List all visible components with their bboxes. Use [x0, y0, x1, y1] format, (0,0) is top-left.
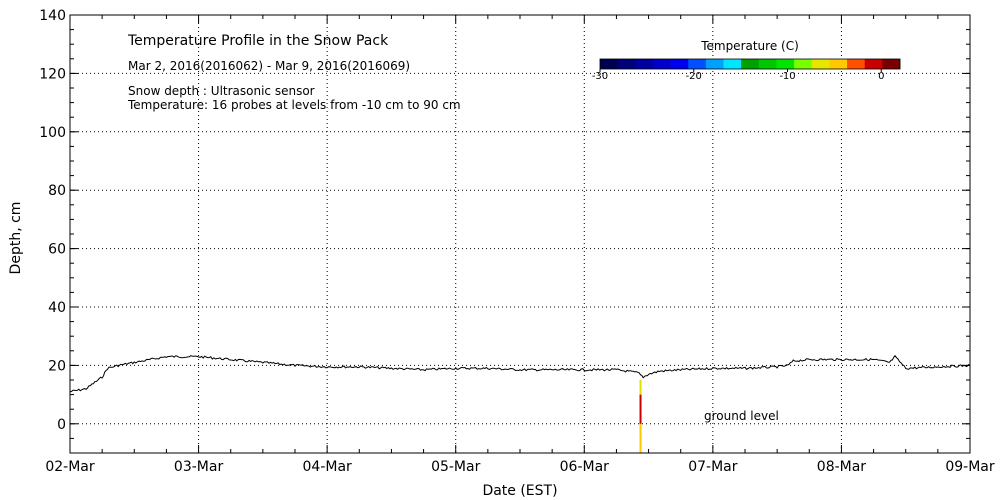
- x-tick-label: 03-Mar: [174, 459, 224, 475]
- colorbar-swatch: [741, 59, 760, 69]
- colorbar-swatch: [758, 59, 777, 69]
- note-temperature: Temperature: 16 probes at levels from -1…: [127, 98, 461, 112]
- y-tick-label: 20: [48, 358, 66, 374]
- colorbar-swatch: [794, 59, 813, 69]
- x-tick-label: 04-Mar: [303, 459, 353, 475]
- note-snow-depth: Snow depth : Ultrasonic sensor: [128, 84, 315, 98]
- colorbar-swatch: [847, 59, 866, 69]
- colorbar-title: Temperature (C): [700, 39, 799, 53]
- colorbar-swatch: [635, 59, 654, 69]
- colorbar-tick-label: -10: [779, 71, 795, 82]
- temperature-segment: [639, 380, 642, 395]
- colorbar-swatch: [688, 59, 707, 69]
- x-axis-label: Date (EST): [482, 483, 557, 499]
- chart-subtitle: Mar 2, 2016(2016062) - Mar 9, 2016(20160…: [128, 59, 410, 73]
- colorbar-swatch: [882, 59, 901, 69]
- y-tick-label: 40: [48, 300, 66, 316]
- colorbar-swatch: [811, 59, 830, 69]
- colorbar-swatch: [652, 59, 671, 69]
- y-tick-label: 60: [48, 242, 66, 258]
- y-tick-label: 120: [39, 66, 66, 82]
- y-axis-label: Depth, cm: [8, 202, 24, 275]
- temperature-segment: [639, 394, 642, 424]
- colorbar-swatch: [617, 59, 636, 69]
- x-tick-label: 02-Mar: [45, 459, 95, 475]
- x-tick-label: 05-Mar: [431, 459, 481, 475]
- colorbar-swatch: [776, 59, 795, 69]
- series-group: [69, 354, 971, 393]
- colorbar-swatch: [723, 59, 742, 69]
- colorbar-tick-label: -20: [686, 71, 702, 82]
- x-tick-label: 08-Mar: [817, 459, 867, 475]
- colorbar-tick-label: -30: [592, 71, 608, 82]
- colorbar-swatch: [705, 59, 724, 69]
- axis-ticks: [69, 14, 971, 454]
- y-tick-label: 80: [48, 183, 66, 199]
- chart-title: Temperature Profile in the Snow Pack: [127, 33, 389, 49]
- y-tick-label: 140: [39, 8, 66, 24]
- x-tick-labels: 02-Mar 03-Mar 04-Mar 05-Mar 06-Mar 07-Mar 08-M…: [45, 459, 995, 475]
- snow-depth-line: [69, 354, 971, 393]
- colorbar-swatch: [829, 59, 848, 69]
- colorbar: -30 -20 -10 0: [592, 58, 901, 82]
- y-tick-label: 0: [57, 417, 66, 433]
- x-tick-label: 09-Mar: [945, 459, 995, 475]
- x-tick-label: 07-Mar: [688, 459, 738, 475]
- colorbar-border: [599, 58, 901, 70]
- y-tick-label: 100: [39, 125, 66, 141]
- temperature-segment: [639, 423, 642, 453]
- temperature-profile: [639, 380, 642, 453]
- colorbar-swatch: [600, 59, 618, 69]
- colorbar-swatch: [864, 59, 883, 69]
- colorbar-swatch: [670, 59, 689, 69]
- x-tick-label: 06-Mar: [560, 459, 610, 475]
- ground-level-annotation: ground level: [704, 409, 779, 423]
- colorbar-tick-label: 0: [878, 71, 884, 82]
- y-tick-labels: 0 20 40 60 80 100 120 140: [39, 8, 66, 433]
